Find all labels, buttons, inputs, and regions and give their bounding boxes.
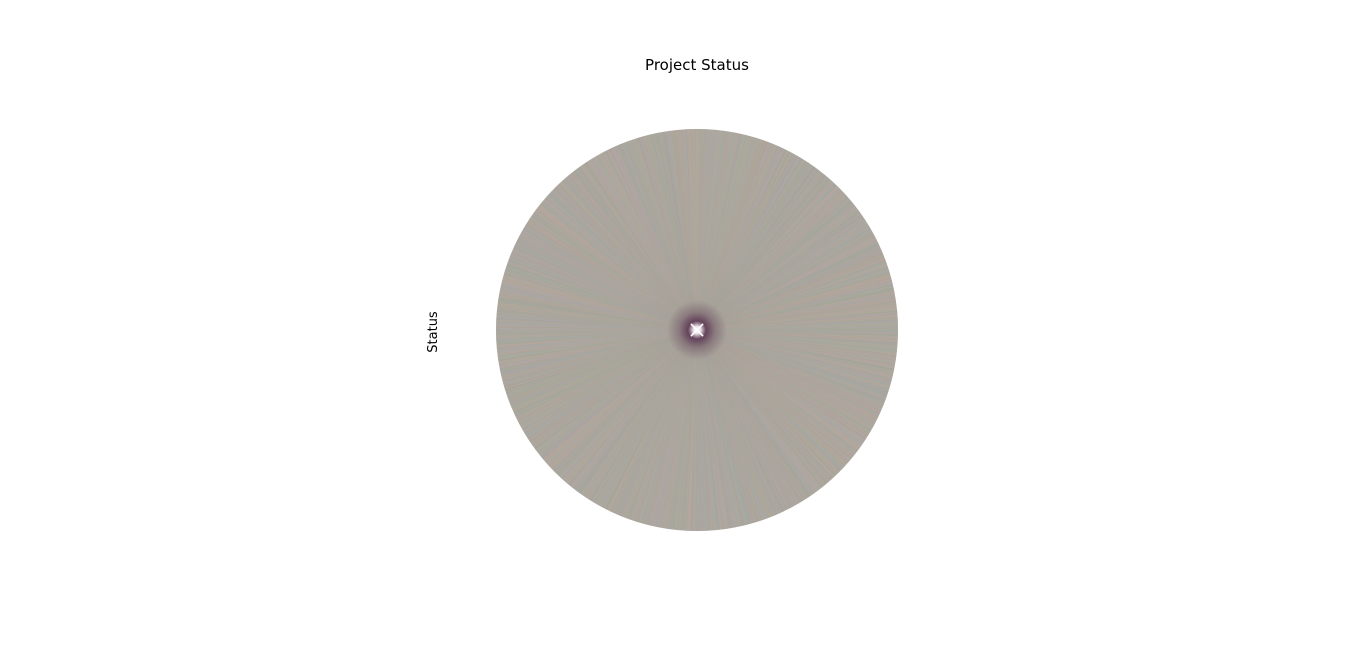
y-axis-label: Status — [426, 311, 441, 353]
pie-center — [667, 300, 727, 360]
chart-title: Project Status — [645, 56, 749, 74]
